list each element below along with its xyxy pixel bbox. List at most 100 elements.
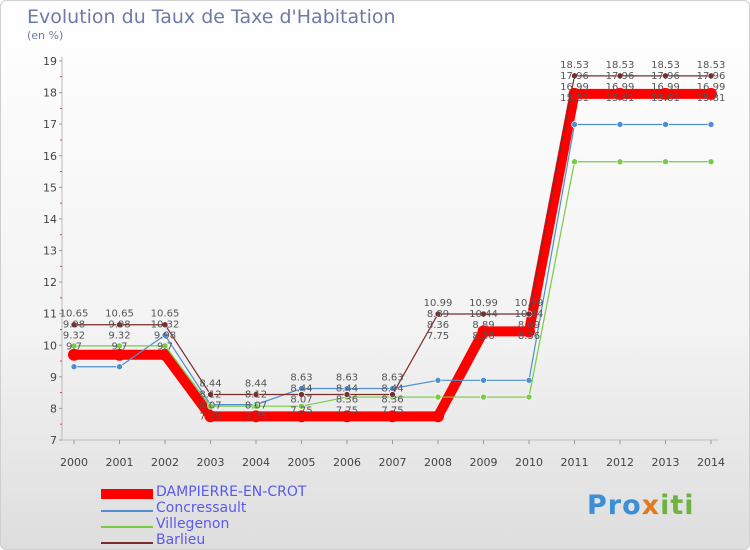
x-tick-label: 2000 — [60, 456, 88, 469]
series-point-0 — [386, 410, 399, 423]
legend-label: Concressault — [156, 500, 247, 516]
series-point-3 — [116, 321, 123, 329]
series-point-1 — [70, 363, 78, 371]
data-label: 17.96 — [697, 71, 726, 82]
series-point-0 — [68, 348, 80, 361]
data-label: 18.53 — [697, 60, 726, 71]
legend-swatch — [101, 525, 153, 528]
y-tick-label: 7 — [50, 434, 57, 447]
data-label: 17.96 — [651, 71, 680, 82]
legend-label: Barlieu — [156, 532, 206, 548]
series-point-1 — [434, 377, 442, 384]
series-point-0 — [341, 410, 353, 423]
legend-swatch — [101, 489, 153, 499]
x-tick-label: 2001 — [106, 456, 134, 469]
series-point-3 — [662, 72, 669, 80]
series-point-1 — [707, 121, 715, 128]
x-tick-label: 2006 — [333, 456, 361, 469]
chart-title: Evolution du Taux de Taxe d'Habitation — [27, 6, 396, 28]
data-label: 8.63 — [336, 373, 358, 384]
series-point-0 — [614, 87, 626, 100]
data-label: 8.44 — [199, 379, 221, 390]
series-point-2 — [161, 342, 169, 350]
series-point-3 — [616, 72, 624, 80]
data-label: 9.7 — [66, 342, 82, 353]
series-point-2 — [616, 158, 624, 166]
x-tick-label: 2004 — [242, 456, 270, 469]
data-label: 8.63 — [381, 373, 403, 384]
series-point-3 — [525, 310, 533, 318]
series-point-0 — [204, 410, 217, 423]
x-tick-label: 2007 — [379, 456, 407, 469]
data-label: 10.65 — [105, 309, 134, 320]
series-point-2 — [480, 393, 487, 401]
data-label: 16.99 — [697, 82, 726, 93]
data-label: 9.98 — [108, 320, 130, 331]
series-point-3 — [252, 391, 260, 398]
data-label: 10.65 — [151, 309, 180, 320]
data-label: 8.44 — [381, 384, 403, 395]
series-point-2 — [571, 158, 578, 166]
y-tick-label: 18 — [43, 87, 57, 100]
data-label: 9.32 — [108, 331, 130, 342]
series-point-2 — [525, 393, 533, 401]
y-tick-label: 12 — [43, 276, 57, 289]
series-point-1 — [662, 121, 669, 128]
logo-part-3: iti — [660, 490, 695, 521]
data-label: 9.32 — [63, 331, 85, 342]
data-label: 8.89 — [518, 320, 540, 331]
x-tick-label: 2005 — [288, 456, 316, 469]
series-point-0 — [523, 325, 535, 338]
data-label: 9.7 — [112, 342, 128, 353]
series-point-3 — [480, 310, 487, 318]
data-label: 15.81 — [560, 93, 589, 104]
data-label: 7.75 — [427, 331, 449, 342]
series-point-1 — [116, 363, 123, 371]
series-line-0 — [74, 88, 711, 422]
series-point-0 — [250, 410, 262, 423]
data-label: 10.99 — [469, 298, 498, 309]
series-point-2 — [207, 402, 214, 410]
data-label: 8.89 — [472, 320, 494, 331]
y-tick-label: 13 — [43, 245, 57, 258]
data-label: 18.53 — [651, 60, 680, 71]
series-point-0 — [477, 325, 490, 338]
x-tick-label: 2012 — [606, 456, 634, 469]
series-point-3 — [434, 310, 442, 318]
data-label: 8.44 — [336, 384, 358, 395]
data-label: 10.44 — [469, 309, 498, 320]
legend-label: Villegenon — [156, 516, 230, 532]
data-label: 7.75 — [290, 406, 312, 417]
data-label: 9.98 — [63, 320, 85, 331]
data-label: 7.75 — [199, 412, 221, 423]
series-point-2 — [70, 342, 78, 350]
y-tick-label: 9 — [50, 371, 57, 384]
legend-label: DAMPIERRE-EN-CROT — [156, 484, 307, 500]
data-label: 17.96 — [560, 71, 589, 82]
data-label: 8.12 — [199, 390, 221, 401]
legend-swatch — [101, 509, 153, 512]
legend-swatch — [101, 541, 153, 544]
data-label: 8.12 — [245, 390, 267, 401]
series-point-3 — [707, 72, 715, 80]
data-label: 10.99 — [515, 298, 544, 309]
data-label: 7.75 — [381, 406, 403, 417]
data-label: 8.44 — [290, 384, 312, 395]
series-point-1 — [161, 331, 169, 339]
x-tick-label: 2003 — [197, 456, 225, 469]
series-point-2 — [252, 402, 260, 410]
series-point-3 — [70, 321, 78, 329]
x-tick-label: 2011 — [561, 456, 589, 469]
series-point-1 — [525, 377, 533, 384]
series-point-3 — [343, 391, 351, 398]
series-point-0 — [159, 348, 171, 361]
x-tick-label: 2009 — [470, 456, 498, 469]
data-label: 16.99 — [651, 82, 680, 93]
x-tick-label: 2013 — [652, 456, 680, 469]
logo-part-2: x — [641, 490, 661, 521]
x-tick-label: 2014 — [697, 456, 725, 469]
data-label: 9.7 — [157, 342, 173, 353]
data-label: 8.36 — [427, 320, 449, 331]
